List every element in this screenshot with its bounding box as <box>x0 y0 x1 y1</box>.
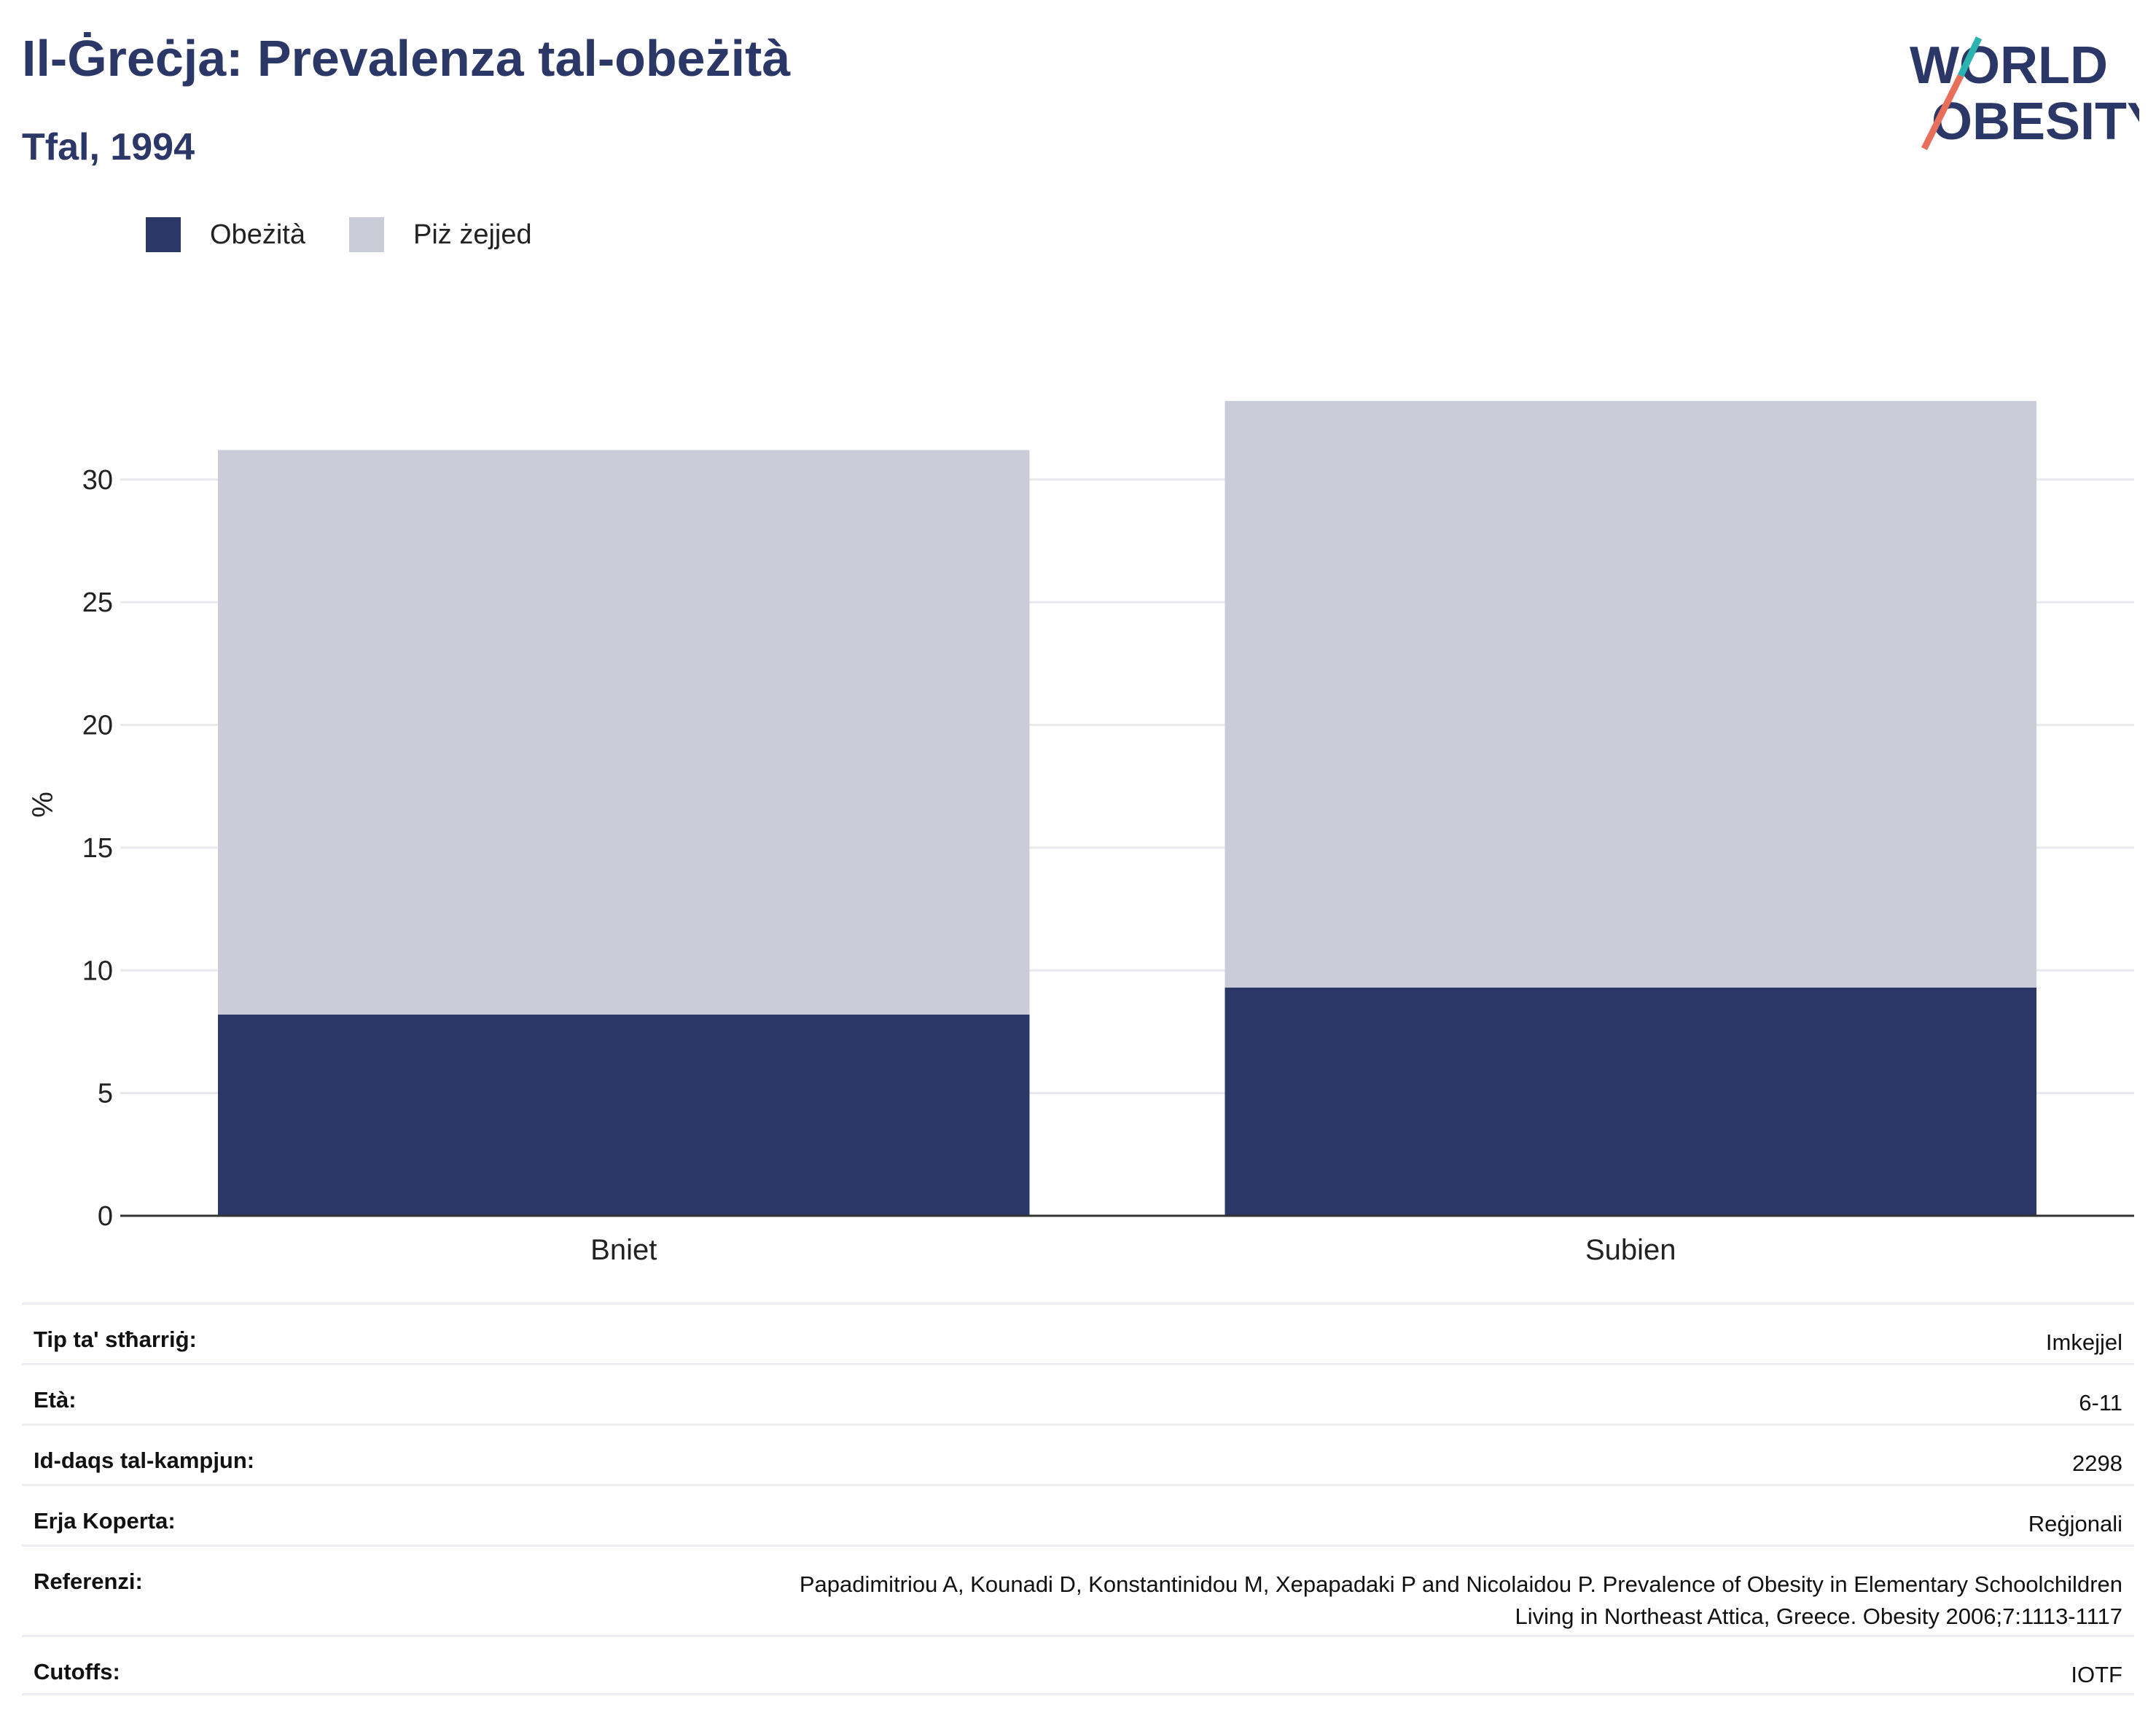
stacked-bar-chart: 0 5 10 15 20 25 30% Bniet Subien <box>27 401 2134 1266</box>
legend-item-overweight[interactable]: Piż żejjed <box>348 217 532 252</box>
reference-line-2: Living in Northeast Attica, Greece. Obes… <box>1515 1604 2122 1629</box>
legend-swatch-obese <box>146 217 181 252</box>
info-value: Papadimitriou A, Kounadi D, Konstantinid… <box>800 1569 2122 1633</box>
y-tick-label: 25 <box>82 587 113 618</box>
legend: Obeżità Piż żejjed <box>146 217 576 252</box>
bar-obese-bniet <box>218 1014 1030 1216</box>
y-tick-label: 20 <box>82 711 113 741</box>
chart-subtitle: Tfal, 1994 <box>22 126 195 168</box>
info-value: Imkejjel <box>2045 1329 2122 1355</box>
info-label: Tip ta' stħarriġ: <box>34 1327 197 1352</box>
world-obesity-logo: WORLD OBESITY <box>1910 36 2139 151</box>
legend-label-obese: Obeżità <box>210 219 305 250</box>
y-tick-label: 15 <box>82 833 113 864</box>
y-tick-label: 30 <box>82 465 113 496</box>
legend-label-overweight: Piż żejjed <box>413 219 532 250</box>
reference-line-1: Papadimitriou A, Kounadi D, Konstantinid… <box>799 1571 2122 1597</box>
bar-overweight-bniet <box>218 450 1030 1015</box>
y-tick-label: 0 <box>98 1201 113 1232</box>
info-row-cutoffs: Cutoffs: IOTF <box>22 1635 2134 1695</box>
bar-overweight-subien <box>1225 401 2036 988</box>
survey-info-table: Tip ta' stħarriġ: Imkejjel Età: 6-11 Id-… <box>22 1303 2134 1695</box>
info-label: Cutoffs: <box>34 1659 120 1684</box>
y-tick-label: 10 <box>82 956 113 986</box>
info-row-references: Referenzi: Papadimitriou A, Kounadi D, K… <box>22 1544 2134 1635</box>
y-axis-label: % <box>27 792 59 818</box>
chart-title: Il-Ġreċja: Prevalenza tal-obeżità <box>22 30 791 87</box>
info-label: Erja Koperta: <box>34 1508 176 1534</box>
x-tick-label: Bniet <box>590 1234 657 1266</box>
info-row-sample-size: Id-daqs tal-kampjun: 2298 <box>22 1423 2134 1484</box>
info-value: IOTF <box>2071 1662 2122 1687</box>
info-row-survey-type: Tip ta' stħarriġ: Imkejjel <box>22 1303 2134 1363</box>
legend-item-obese[interactable]: Obeżità <box>146 217 305 252</box>
legend-swatch-overweight <box>348 217 384 252</box>
x-tick-label: Subien <box>1585 1234 1676 1266</box>
info-label: Referenzi: <box>34 1569 143 1594</box>
info-value: Reġjonali <box>2028 1511 2122 1536</box>
info-label: Età: <box>34 1387 77 1413</box>
bar-obese-subien <box>1225 987 2036 1216</box>
info-row-area-covered: Erja Koperta: Reġjonali <box>22 1484 2134 1544</box>
info-label: Id-daqs tal-kampjun: <box>34 1448 255 1473</box>
y-tick-label: 5 <box>98 1079 113 1109</box>
info-row-age: Età: 6-11 <box>22 1363 2134 1423</box>
logo-word-obesity: OBESITY <box>1932 93 2139 151</box>
logo-word-world: WORLD <box>1910 36 2108 95</box>
info-value: 6-11 <box>2079 1390 2122 1415</box>
logo-coral-slash <box>1921 74 1964 151</box>
info-value: 2298 <box>2072 1450 2122 1476</box>
logo-teal-slash <box>1957 36 1983 77</box>
